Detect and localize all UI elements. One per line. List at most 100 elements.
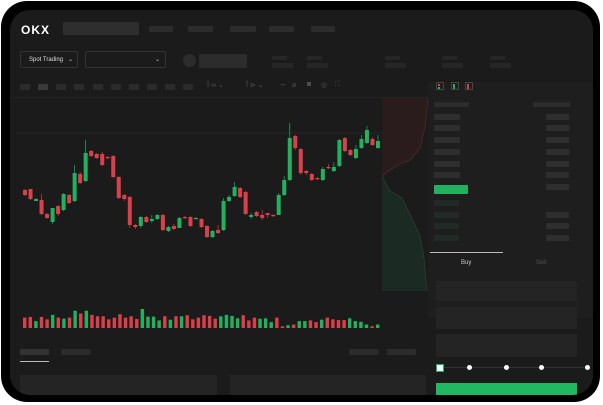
interval-button[interactable] <box>74 84 84 90</box>
candle-body <box>94 154 99 158</box>
ask-size <box>546 161 569 167</box>
candle-body <box>376 141 380 148</box>
slider-step-75[interactable] <box>539 365 544 370</box>
interval-button[interactable] <box>183 84 193 90</box>
volume-bar <box>275 317 279 328</box>
candle-body <box>254 212 259 216</box>
slider-track[interactable] <box>440 367 590 368</box>
candle-body <box>138 217 143 226</box>
ruler-icon[interactable]: ⌀ <box>292 82 297 89</box>
volume-bar <box>359 321 363 328</box>
candle-body <box>171 226 176 229</box>
candle-body <box>342 138 347 151</box>
interval-button-active[interactable] <box>38 84 48 90</box>
tab-underline <box>430 252 503 253</box>
volume-bar <box>325 317 329 328</box>
candle-body <box>61 194 66 210</box>
ask-price <box>434 149 460 155</box>
indicator-icon[interactable]: ꟾ ∞ ⌄ <box>207 82 224 89</box>
volume-bar <box>140 309 145 328</box>
volume-bar <box>224 314 229 328</box>
interval-button[interactable] <box>111 84 121 90</box>
volume-bar <box>56 317 61 328</box>
pair-select[interactable]: ⌄ <box>85 51 166 68</box>
tab-order-history[interactable] <box>61 349 90 355</box>
candle-body <box>337 140 342 166</box>
candle-body <box>304 171 309 173</box>
bottom-panel-left <box>20 375 217 395</box>
line-icon[interactable]: ∼ <box>280 82 286 89</box>
volume-bar <box>353 321 357 328</box>
candle-body <box>260 215 265 218</box>
volume-bar <box>370 326 374 328</box>
volume-bar <box>157 320 161 328</box>
nav-item[interactable] <box>230 26 256 32</box>
volume-bar <box>230 315 234 328</box>
tab-sell[interactable]: Sell <box>536 260 547 266</box>
tab-open-orders[interactable] <box>20 349 49 355</box>
candle-body <box>210 231 215 237</box>
nav-item[interactable] <box>269 26 294 32</box>
market-select[interactable]: Spot Trading ⌄ <box>20 51 78 68</box>
draw-icon[interactable]: ꟾ ⊳ ⌄ <box>246 82 264 89</box>
nav-item[interactable] <box>149 26 173 32</box>
candle-body <box>315 178 320 180</box>
amount-input[interactable] <box>436 307 577 329</box>
volume-bar <box>123 317 128 328</box>
total-input[interactable] <box>436 334 577 357</box>
filter-button[interactable] <box>349 349 378 355</box>
candle-body <box>293 136 298 148</box>
nav-item[interactable] <box>188 26 213 32</box>
volume-bar <box>196 317 201 328</box>
volume-bar <box>336 320 341 328</box>
volume-bar <box>67 317 72 328</box>
interval-button[interactable] <box>93 84 103 90</box>
ask-size <box>546 114 569 120</box>
search-bar[interactable] <box>63 22 139 35</box>
stat-value <box>385 63 406 68</box>
volume-bar <box>151 316 156 328</box>
stat-value <box>272 63 293 68</box>
candle-body <box>182 217 187 219</box>
volume-bar <box>179 316 184 328</box>
slider-step-25[interactable] <box>467 365 472 370</box>
ask-size <box>546 149 569 155</box>
interval-button[interactable] <box>56 84 66 90</box>
volume-bar <box>90 314 94 328</box>
candle-body <box>221 201 226 230</box>
volume-bar <box>107 319 111 328</box>
slider-step-100[interactable] <box>585 365 590 370</box>
camera-icon[interactable]: ◙ <box>307 81 312 88</box>
candlestick-chart[interactable] <box>16 98 386 338</box>
nav-item[interactable] <box>311 26 335 32</box>
slider-handle[interactable] <box>436 364 444 372</box>
orderbook-sell-icon[interactable] <box>465 82 473 90</box>
orderbook-both-icon[interactable] <box>436 82 444 90</box>
settings-icon[interactable]: ◎ <box>321 82 328 89</box>
buy-submit-button[interactable] <box>436 383 577 395</box>
volume-bar <box>73 310 77 328</box>
stat-value <box>490 63 511 68</box>
candle-body <box>116 177 121 198</box>
volume-bar <box>297 321 301 328</box>
candle-body <box>50 208 55 222</box>
stat-label <box>442 56 457 60</box>
interval-button[interactable] <box>20 84 30 90</box>
stat-label <box>307 56 322 60</box>
price-input[interactable] <box>436 281 577 301</box>
candle-body <box>149 219 154 221</box>
orderbook-buy-icon[interactable] <box>451 82 459 90</box>
okx-logo[interactable]: OKX <box>21 23 51 37</box>
tab-buy[interactable]: Buy <box>461 260 472 266</box>
candle-body <box>127 197 132 225</box>
fullscreen-icon[interactable]: ⛶ <box>335 81 340 88</box>
interval-button[interactable] <box>129 84 139 90</box>
interval-button[interactable] <box>147 84 157 90</box>
candle-body <box>199 219 204 227</box>
slider-step-50[interactable] <box>504 365 509 370</box>
volume-bar <box>135 319 139 328</box>
candle-body <box>320 169 325 180</box>
filter-button[interactable] <box>387 349 416 355</box>
candle-body <box>28 189 33 199</box>
interval-button[interactable] <box>165 84 175 90</box>
